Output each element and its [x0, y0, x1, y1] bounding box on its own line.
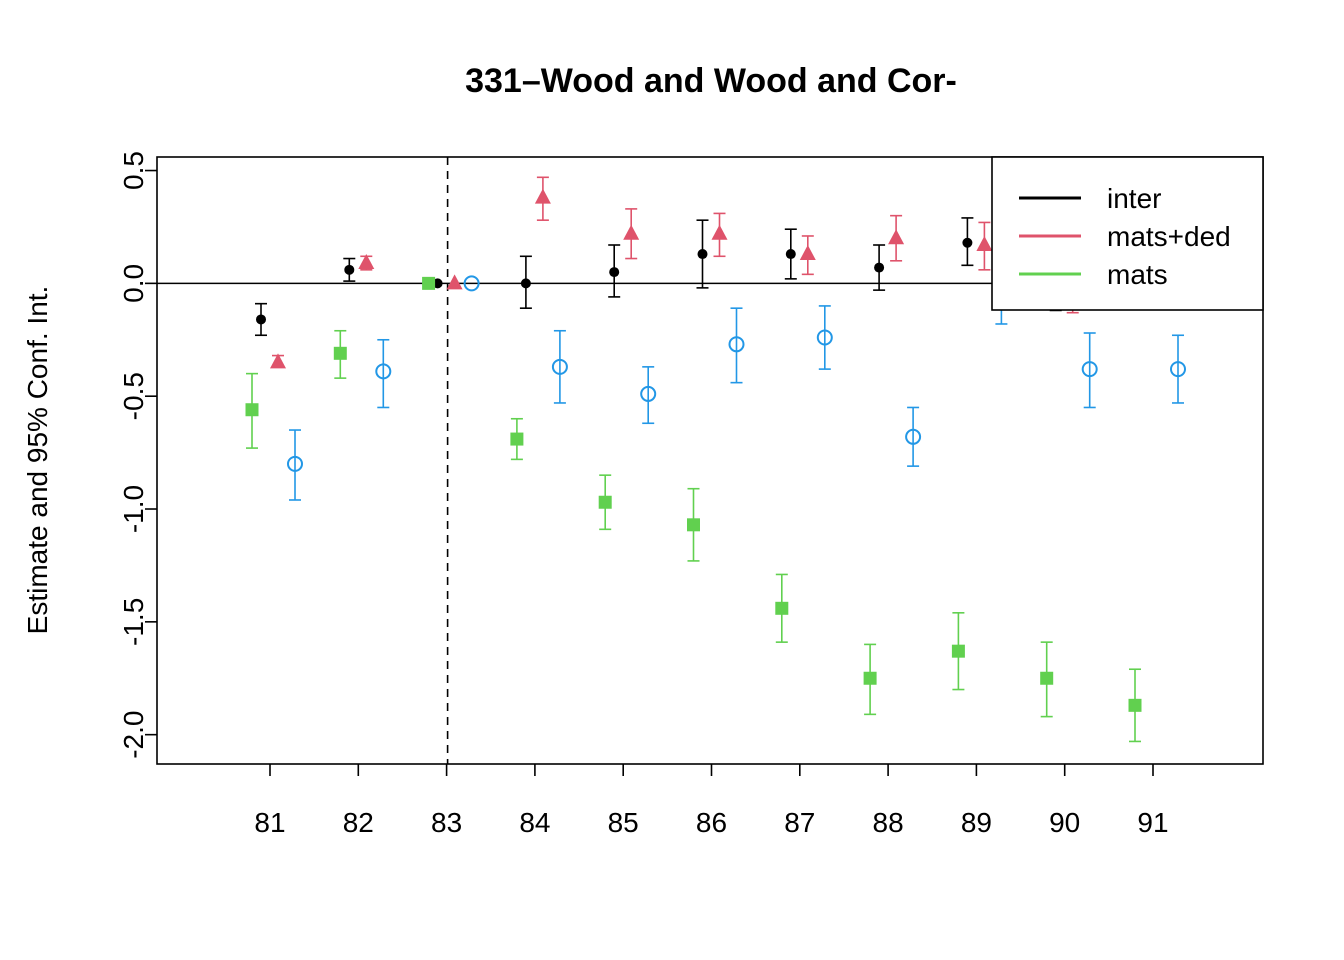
x-tick-label: 90 [1049, 807, 1080, 838]
y-tick-label: -0.5 [118, 372, 149, 420]
inter-point [874, 262, 885, 273]
y-tick-label: 0.0 [118, 264, 149, 303]
inter-point [520, 278, 531, 289]
legend-label: mats+ded [1107, 221, 1231, 252]
series-4-point [463, 275, 480, 292]
x-tick-label: 86 [696, 807, 727, 838]
mats-ded-point [358, 254, 375, 270]
chart-title: 331–Wood and Wood and Cor- [465, 62, 957, 100]
inter-point [962, 237, 973, 248]
mats-ded-point [270, 353, 286, 369]
mats-point [510, 432, 524, 446]
mats-ded-point [799, 245, 816, 261]
mats-ded-point [446, 274, 463, 290]
series-4-point [640, 385, 657, 402]
mats-point [1040, 671, 1054, 685]
inter-point [697, 249, 708, 260]
inter-point [609, 267, 620, 278]
series-4-point [551, 358, 568, 375]
mats-point [951, 644, 965, 658]
plot-frame [156, 156, 1264, 765]
mats-point [775, 601, 789, 615]
series-4-point [1081, 361, 1098, 378]
mats-ded-point [711, 224, 728, 240]
y-tick-label: 0.5 [118, 151, 149, 190]
x-tick-label: 84 [519, 807, 550, 838]
series-4-point [375, 363, 392, 380]
mats-point [1128, 698, 1142, 712]
series-4-point [1170, 361, 1186, 378]
mats-point [598, 495, 612, 509]
mats-point [863, 671, 877, 685]
mats-ded-point [623, 224, 640, 240]
mats-point [245, 403, 259, 417]
y-tick-label: -1.0 [118, 485, 149, 533]
legend-box [991, 156, 1264, 311]
mats-point [333, 346, 347, 360]
series-4-point [816, 329, 833, 346]
x-tick-label: 89 [961, 807, 992, 838]
x-tick-label: 82 [343, 807, 374, 838]
series-4-point [905, 428, 922, 445]
legend-label: mats [1107, 259, 1168, 290]
series-4-point [728, 336, 745, 353]
legend: inter mats+ded mats [991, 156, 1264, 311]
legend-label: inter [1107, 183, 1161, 214]
mats-ded-point [888, 229, 905, 245]
y-axis-label: Estimate and 95% Conf. Int. [22, 286, 53, 635]
mats-ded-point [976, 236, 993, 252]
x-tick-label: 91 [1137, 807, 1168, 838]
mats-point [687, 518, 700, 532]
x-tick-label: 83 [431, 807, 462, 838]
mats-ded-point [534, 188, 551, 204]
x-tick-label: 85 [608, 807, 639, 838]
x-tick-label: 87 [784, 807, 815, 838]
inter-point [785, 249, 796, 260]
inter-point [344, 264, 355, 275]
y-tick-label: -1.5 [118, 598, 149, 646]
x-tick-label: 88 [873, 807, 904, 838]
inter-point [256, 314, 266, 325]
y-tick-label: -2.0 [118, 711, 149, 759]
series-4-point [287, 455, 303, 472]
x-tick-label: 81 [254, 807, 285, 838]
mats-point [422, 276, 436, 290]
